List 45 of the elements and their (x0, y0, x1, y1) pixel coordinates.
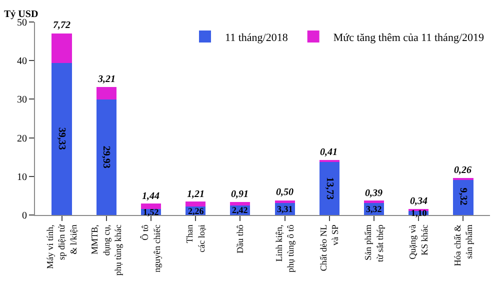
x-tick-label: Dầu thô (235, 224, 246, 254)
data-label: 0,91 (231, 189, 248, 200)
data-label: 0,39 (365, 188, 382, 199)
data-label: 9,32 (457, 188, 468, 206)
x-tick-label: Hóa chất & sản phẩm (452, 224, 474, 266)
y-tick-label: 30 (17, 94, 27, 106)
data-label: 29,93 (100, 146, 112, 168)
data-label: 3,21 (97, 74, 116, 85)
bar (140, 204, 162, 210)
bar (96, 99, 116, 215)
data-label: 13,73 (324, 177, 335, 200)
data-label: 0,34 (410, 196, 428, 207)
data-label: 1,52 (143, 207, 160, 217)
x-tick-label: Linh kiện, phụ tùng ô tô (274, 224, 296, 272)
data-label: 1,21 (187, 189, 204, 200)
data-label: 1,10 (411, 208, 428, 218)
data-label: 0,50 (276, 187, 294, 198)
legend-label: Mức tăng thêm của 11 tháng/2019 (333, 32, 484, 44)
x-tick-label: Quặng và KS khác (408, 224, 430, 260)
bar (52, 33, 72, 64)
data-label: 3,32 (366, 204, 382, 214)
data-label: 0,41 (320, 147, 338, 158)
data-label: 0,26 (454, 165, 472, 176)
x-tick-label: Máy vi tính, sp điện tử & l/kiện (44, 223, 78, 269)
y-axis-title: Tỷ USD (4, 9, 38, 20)
bar (230, 202, 250, 206)
y-tick-label: 50 (17, 18, 27, 28)
bar (319, 162, 340, 215)
data-label: 1,44 (142, 191, 160, 202)
legend-label: 11 tháng/2018 (225, 32, 288, 44)
data-label: 7,72 (53, 20, 70, 31)
y-tick-label: 40 (17, 56, 27, 68)
bar (186, 202, 206, 206)
y-tick-label: 0 (22, 210, 27, 222)
x-tick-label: Than các loại (184, 224, 206, 252)
y-tick-label: 20 (17, 133, 27, 144)
x-tick-label: Chất dẻo NL và SP (318, 224, 340, 272)
y-tick-label: 10 (17, 172, 27, 183)
bar (274, 200, 295, 203)
data-label: 39,33 (56, 127, 67, 150)
data-label: 3,31 (277, 204, 294, 214)
data-label: 2,42 (232, 205, 248, 215)
data-label: 2,26 (188, 206, 204, 216)
bar (52, 63, 72, 215)
bar (96, 87, 116, 100)
